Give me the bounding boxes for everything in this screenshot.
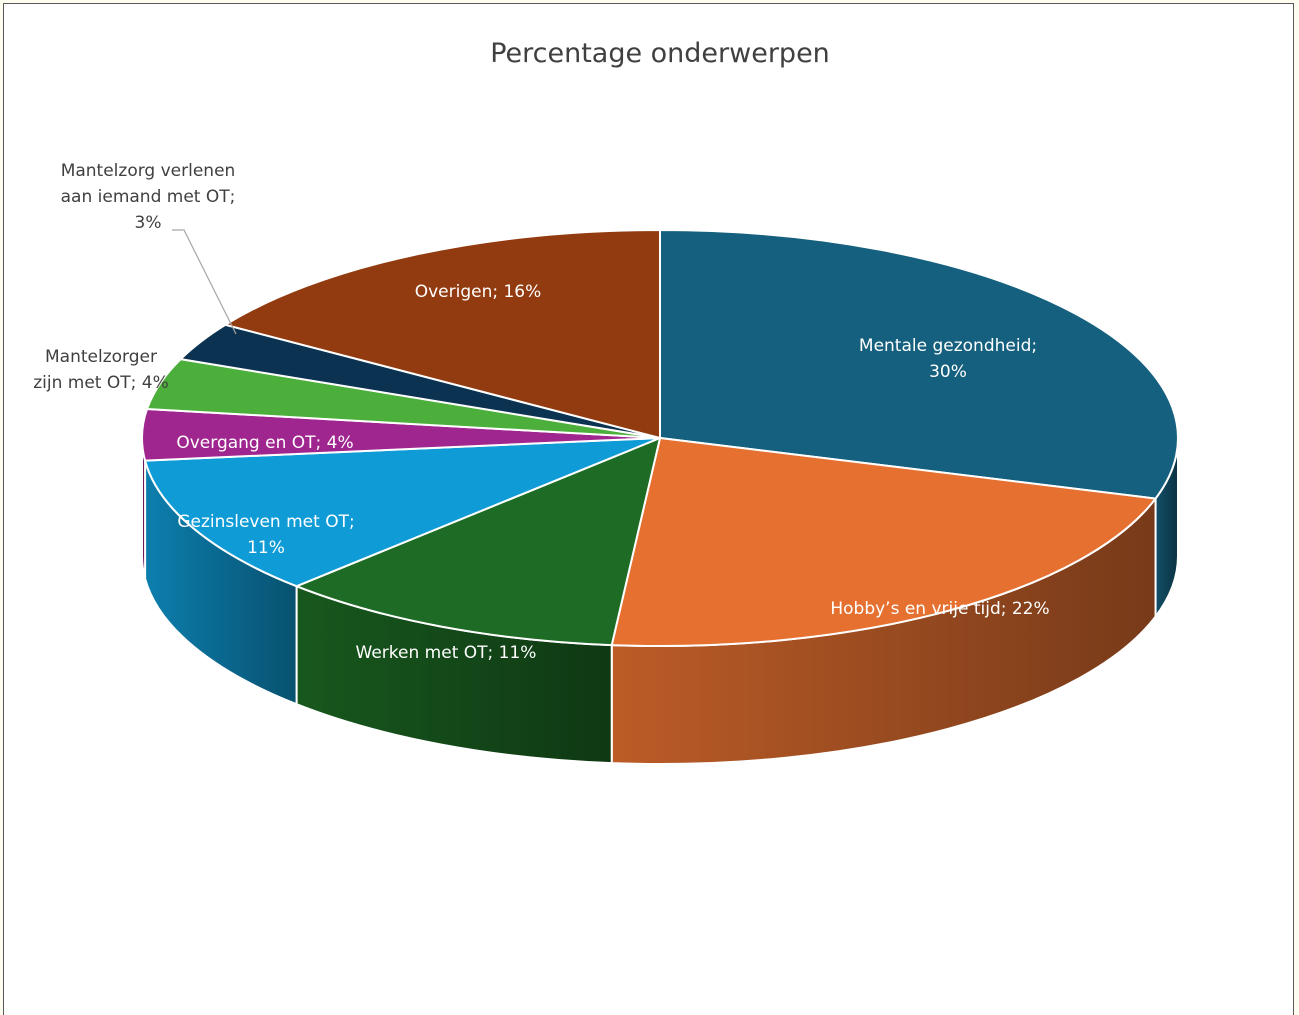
slice-gezinsleven-met-ot[interactable] bbox=[144, 437, 661, 588]
data-label-overgang-en-ot: Overgang en OT; 4% bbox=[176, 433, 353, 453]
data-labels: Mentale gezondheid; 30% Hobby’s en vrije t… bbox=[33, 161, 1049, 663]
data-label-hobbys-en-vrije-tijd: Hobby’s en vrije tijd; 22% bbox=[830, 599, 1049, 619]
data-label-mantelzorger-zijn-met-ot: Mantelzorger zijn met OT; 4% bbox=[33, 347, 169, 393]
leader-lines bbox=[172, 229, 237, 335]
data-label-werken-met-ot: Werken met OT; 11% bbox=[356, 643, 537, 663]
pie-sides bbox=[141, 437, 1179, 765]
slice-werken-met-ot[interactable] bbox=[295, 437, 661, 647]
data-label-overigen: Overigen; 16% bbox=[415, 282, 542, 302]
slice-overigen[interactable] bbox=[224, 229, 661, 439]
data-label-gezinsleven-met-ot: Gezinsleven met OT; 11% bbox=[177, 512, 354, 558]
data-label-mentale-gezondheid: Mentale gezondheid; 30% bbox=[859, 336, 1037, 382]
slice-mentale-gezondheid[interactable] bbox=[659, 229, 1179, 500]
pie-slices bbox=[141, 229, 1179, 647]
chart-title: Percentage onderwerpen bbox=[490, 38, 830, 69]
leader-line-mantelzorg-verlenen bbox=[172, 229, 237, 335]
data-label-mantelzorg-verlenen-aan-iemand-met-ot: Mantelzorg verlenen aan iemand met OT; 3% bbox=[61, 161, 236, 233]
slice-hobbys-en-vrije-tijd[interactable] bbox=[610, 437, 1157, 647]
